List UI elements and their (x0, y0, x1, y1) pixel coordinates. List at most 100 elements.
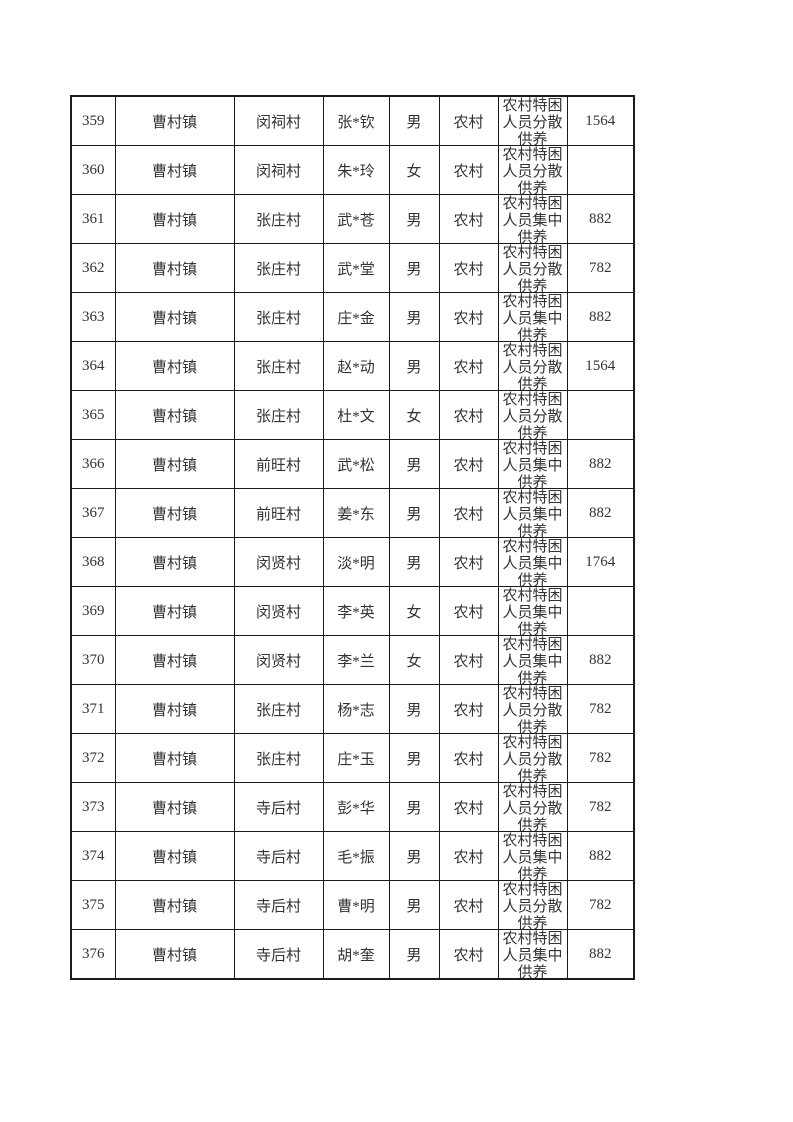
cell-town: 曹村镇 (114, 488, 235, 538)
cell-category: 农村特困 人员集中 供养 (497, 292, 568, 342)
cell-area: 农村 (438, 95, 499, 146)
cell-amount: 1564 (566, 341, 635, 391)
cell-gender: 女 (388, 635, 440, 685)
cell-area: 农村 (438, 439, 499, 489)
cell-category: 农村特困 人员分散 供养 (497, 243, 568, 293)
cell-amount: 782 (566, 782, 635, 832)
category-text: 农村特困 人员分散 供养 (502, 392, 563, 439)
cell-village: 寺后村 (233, 831, 324, 881)
table-row: 375 曹村镇 寺后村 曹*明男农村 农村特困 人员分散 供养 782 (70, 880, 635, 930)
cell-town: 曹村镇 (114, 586, 235, 636)
cell-name: 张*钦 (322, 95, 390, 146)
cell-village: 寺后村 (233, 880, 324, 930)
cell-name: 庄*玉 (322, 733, 390, 783)
category-text: 农村特困 人员集中 供养 (502, 931, 563, 978)
cell-gender: 男 (388, 341, 440, 391)
cell-name: 杜*文 (322, 390, 390, 440)
cell-area: 农村 (438, 292, 499, 342)
cell-amount: 782 (566, 243, 635, 293)
cell-seq: 360 (70, 145, 116, 195)
table-row: 361 曹村镇 张庄村 武*苍男农村 农村特困 人员集中 供养 882 (70, 194, 635, 244)
cell-gender: 男 (388, 537, 440, 587)
cell-village: 闵祠村 (233, 145, 324, 195)
cell-seq: 366 (70, 439, 116, 489)
table-row: 366 曹村镇 前旺村 武*松男农村 农村特困 人员集中 供养 882 (70, 439, 635, 489)
cell-town: 曹村镇 (114, 684, 235, 734)
cell-area: 农村 (438, 243, 499, 293)
category-text: 农村特困 人员集中 供养 (502, 441, 563, 488)
cell-seq: 364 (70, 341, 116, 391)
cell-gender: 男 (388, 929, 440, 980)
category-text: 农村特困 人员分散 供养 (502, 245, 563, 292)
cell-village: 闵祠村 (233, 95, 324, 146)
cell-amount: 882 (566, 635, 635, 685)
cell-village: 闵贤村 (233, 586, 324, 636)
cell-category: 农村特困 人员集中 供养 (497, 537, 568, 587)
table-body: 359 曹村镇 闵祠村 张*钦男农村 农村特困 人员分散 供养 1564 360 曹村镇 闵祠村… (70, 95, 635, 980)
cell-amount: 882 (566, 194, 635, 244)
cell-name: 李*英 (322, 586, 390, 636)
cell-name: 姜*东 (322, 488, 390, 538)
cell-amount: 782 (566, 733, 635, 783)
category-text: 农村特困 人员集中 供养 (502, 539, 563, 586)
cell-category: 农村特困 人员集中 供养 (497, 488, 568, 538)
cell-town: 曹村镇 (114, 390, 235, 440)
cell-amount: 882 (566, 488, 635, 538)
table-row: 371 曹村镇 张庄村 杨*志男农村 农村特困 人员分散 供养 782 (70, 684, 635, 734)
cell-category: 农村特困 人员分散 供养 (497, 145, 568, 195)
cell-category: 农村特困 人员集中 供养 (497, 194, 568, 244)
cell-seq: 359 (70, 95, 116, 146)
cell-name: 李*兰 (322, 635, 390, 685)
cell-seq: 375 (70, 880, 116, 930)
cell-town: 曹村镇 (114, 95, 235, 146)
cell-seq: 373 (70, 782, 116, 832)
cell-name: 彭*华 (322, 782, 390, 832)
cell-area: 农村 (438, 194, 499, 244)
cell-area: 农村 (438, 684, 499, 734)
cell-seq: 374 (70, 831, 116, 881)
category-text: 农村特困 人员分散 供养 (502, 882, 563, 929)
cell-category: 农村特困 人员集中 供养 (497, 586, 568, 636)
cell-area: 农村 (438, 782, 499, 832)
cell-area: 农村 (438, 880, 499, 930)
cell-name: 杨*志 (322, 684, 390, 734)
cell-category: 农村特困 人员分散 供养 (497, 684, 568, 734)
cell-village: 前旺村 (233, 439, 324, 489)
cell-name: 朱*玲 (322, 145, 390, 195)
category-text: 农村特困 人员集中 供养 (502, 294, 563, 341)
cell-village: 寺后村 (233, 929, 324, 980)
cell-town: 曹村镇 (114, 782, 235, 832)
cell-seq: 376 (70, 929, 116, 980)
cell-name: 庄*金 (322, 292, 390, 342)
cell-name: 曹*明 (322, 880, 390, 930)
cell-gender: 男 (388, 684, 440, 734)
cell-seq: 371 (70, 684, 116, 734)
table-row: 363 曹村镇 张庄村 庄*金男农村 农村特困 人员集中 供养 882 (70, 292, 635, 342)
cell-gender: 男 (388, 194, 440, 244)
cell-name: 胡*奎 (322, 929, 390, 980)
table-row: 359 曹村镇 闵祠村 张*钦男农村 农村特困 人员分散 供养 1564 (70, 95, 635, 146)
cell-gender: 女 (388, 145, 440, 195)
category-text: 农村特困 人员分散 供养 (502, 98, 563, 145)
table-row: 374 曹村镇 寺后村 毛*振男农村 农村特困 人员集中 供养 882 (70, 831, 635, 881)
cell-gender: 男 (388, 831, 440, 881)
cell-area: 农村 (438, 733, 499, 783)
cell-amount: 882 (566, 831, 635, 881)
category-text: 农村特困 人员集中 供养 (502, 637, 563, 684)
cell-category: 农村特困 人员集中 供养 (497, 635, 568, 685)
cell-amount: 882 (566, 439, 635, 489)
table-row: 365 曹村镇 张庄村 杜*文女农村 农村特困 人员分散 供养 (70, 390, 635, 440)
cell-town: 曹村镇 (114, 929, 235, 980)
cell-amount: 1564 (566, 95, 635, 146)
cell-amount: 882 (566, 292, 635, 342)
cell-town: 曹村镇 (114, 635, 235, 685)
cell-town: 曹村镇 (114, 880, 235, 930)
cell-area: 农村 (438, 390, 499, 440)
cell-category: 农村特困 人员集中 供养 (497, 439, 568, 489)
cell-village: 张庄村 (233, 292, 324, 342)
cell-village: 张庄村 (233, 733, 324, 783)
cell-amount: 882 (566, 929, 635, 980)
cell-category: 农村特困 人员分散 供养 (497, 95, 568, 146)
cell-name: 淡*明 (322, 537, 390, 587)
